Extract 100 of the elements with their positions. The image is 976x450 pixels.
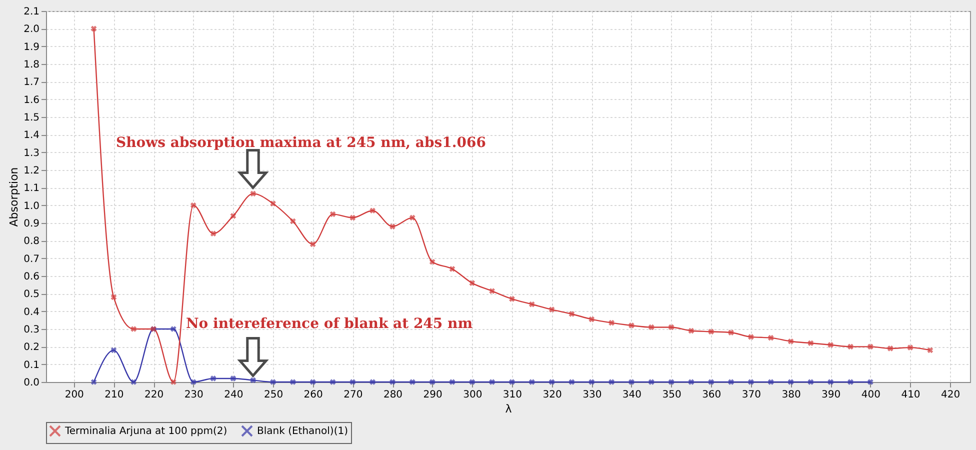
x-tick-label: 230 [184, 390, 204, 400]
point [270, 200, 276, 206]
y-tick-label: 1.6 [24, 94, 40, 106]
x-tick-label: 220 [144, 390, 164, 400]
x-tick-label: 360 [702, 390, 722, 400]
point [310, 379, 316, 385]
point [429, 379, 436, 385]
x-tick-label: 420 [941, 390, 960, 400]
point [828, 379, 834, 385]
y-tick-label: 1.4 [24, 130, 40, 142]
y-tick-label: 0.0 [24, 378, 40, 388]
point [350, 214, 356, 221]
point [469, 379, 476, 385]
point [290, 218, 296, 224]
point [868, 379, 874, 385]
x-tick-label: 310 [502, 390, 522, 400]
point [628, 379, 634, 385]
point [230, 213, 236, 219]
x-tick-label: 390 [822, 390, 841, 400]
point [848, 344, 854, 350]
point [608, 379, 614, 385]
x-tick-label: 350 [662, 390, 682, 400]
x-tick-label: 340 [622, 390, 642, 400]
point [310, 241, 316, 248]
point [808, 340, 814, 346]
y-tick-label: 0.5 [24, 289, 40, 300]
point [828, 342, 834, 348]
point [210, 230, 216, 237]
y-tick-label: 0.4 [24, 306, 40, 318]
point [648, 324, 654, 330]
x-tick-label: 410 [901, 390, 920, 400]
y-tick-label: 1.0 [24, 200, 40, 212]
y-tick-label: 1.1 [24, 183, 40, 194]
point [429, 258, 436, 265]
annotation: Shows absorption maxima at 245 nm, abs1.066 [116, 135, 486, 151]
point [409, 214, 416, 221]
point [588, 316, 595, 322]
point [270, 379, 276, 385]
x-tick-label: 280 [383, 390, 403, 400]
y-tick-label: 1.5 [24, 112, 40, 124]
point [130, 379, 137, 385]
point [708, 379, 714, 385]
y-tick-label: 1.7 [24, 77, 40, 88]
y-tick-label: 0.3 [24, 324, 40, 336]
point [768, 334, 774, 341]
x-tick-label: 370 [742, 390, 761, 400]
point [110, 347, 117, 354]
point [330, 211, 336, 218]
y-tick-label: 2.1 [24, 6, 40, 18]
y-tick-label: 2.0 [24, 24, 40, 36]
x-tick-label: 240 [224, 390, 244, 400]
y-tick-label: 0.2 [24, 342, 40, 354]
x-tick-label: 290 [423, 390, 442, 400]
point [628, 322, 634, 328]
point [768, 379, 774, 385]
y-tick-label: 0.1 [24, 360, 40, 371]
point [250, 190, 256, 197]
y-tick-label: 0.7 [24, 254, 40, 265]
y-tick-label: 0.8 [24, 236, 40, 248]
x-tick-label: 380 [782, 390, 801, 400]
point [350, 379, 356, 385]
point [748, 379, 754, 385]
x-axis-title: λ [505, 402, 512, 416]
x-tick-label: 320 [542, 390, 562, 400]
point [170, 379, 176, 385]
point [608, 320, 614, 326]
point [390, 224, 396, 230]
y-tick-label: 1.3 [24, 148, 40, 159]
point [110, 294, 117, 300]
point [548, 306, 555, 312]
y-tick-label: 1.2 [24, 166, 40, 176]
y-tick-label: 1.8 [24, 60, 40, 70]
point [528, 301, 535, 308]
y-tick-label: 1.9 [24, 42, 40, 53]
x-tick-label: 200 [64, 390, 84, 400]
point [868, 344, 874, 350]
point [728, 330, 734, 336]
x-tick-label: 250 [264, 390, 284, 400]
point [370, 379, 376, 385]
point [370, 208, 376, 214]
point [390, 379, 396, 385]
point [509, 379, 515, 385]
x-tick-label: 270 [344, 390, 363, 400]
annotation: No intereference of blank at 245 nm [186, 316, 473, 332]
point [469, 280, 476, 286]
x-tick-label: 210 [104, 390, 124, 400]
point [788, 338, 794, 344]
point [509, 296, 515, 302]
point [588, 379, 595, 385]
point [489, 379, 495, 385]
y-tick-label: 0.9 [24, 218, 40, 230]
point [449, 266, 456, 272]
point [130, 326, 137, 332]
point [290, 379, 296, 385]
point [728, 379, 734, 385]
point [190, 202, 196, 208]
point [887, 346, 894, 352]
legend-label: Terminalia Arjuna at 100 ppm(2) [64, 426, 228, 437]
y-tick-label: 0.6 [24, 272, 40, 282]
point [688, 328, 694, 334]
